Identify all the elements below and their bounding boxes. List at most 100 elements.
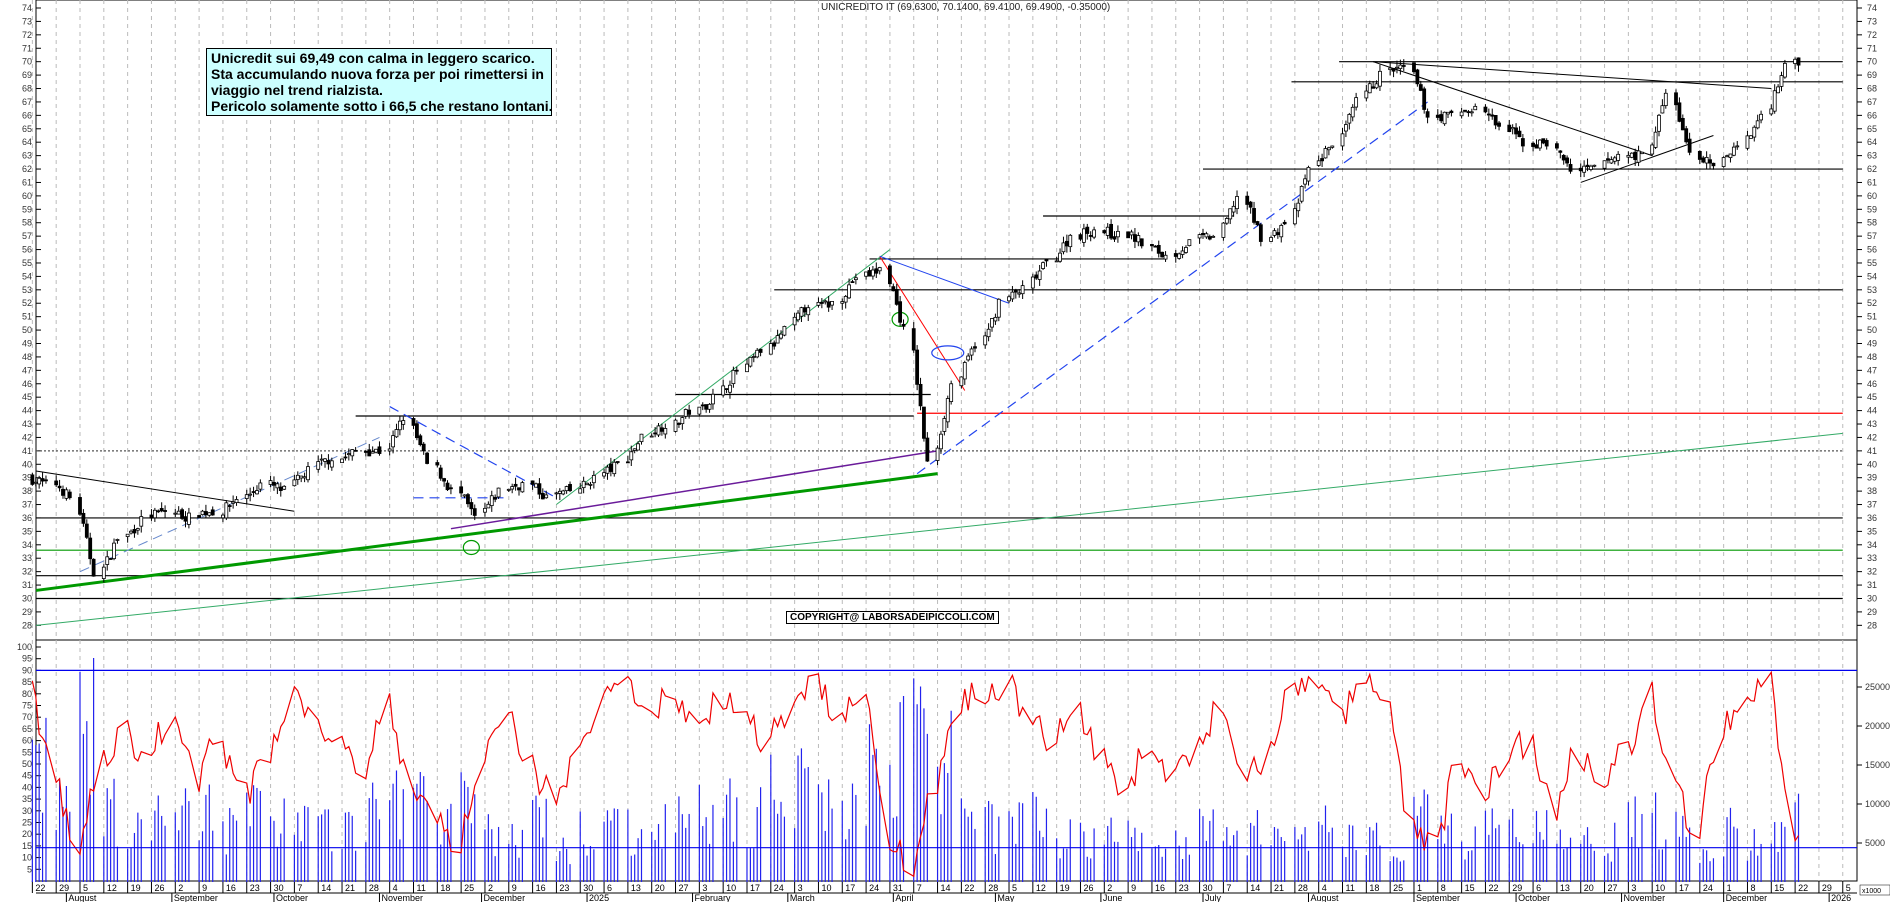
price-tick-label-right: 45	[1867, 392, 1877, 402]
price-tick-label-right: 74	[1867, 3, 1877, 13]
candle-body	[922, 406, 926, 439]
candle-body	[1555, 143, 1559, 149]
candle-body	[282, 485, 287, 490]
candle-body	[1633, 151, 1638, 160]
candle-body	[346, 453, 351, 456]
candle-body	[1708, 159, 1712, 164]
candle-body	[506, 488, 511, 491]
candle-body	[847, 284, 851, 299]
candle-body	[37, 477, 42, 485]
volume-unit-box	[1859, 884, 1890, 896]
candle-body	[132, 529, 137, 534]
x-tick-label: 14	[941, 883, 951, 893]
candle-body	[1721, 157, 1726, 167]
candle-body	[129, 530, 133, 534]
candle-body	[1320, 158, 1324, 162]
candle-body	[44, 479, 48, 482]
candle-body	[493, 497, 498, 500]
candle-body	[1231, 205, 1236, 213]
price-tick-label-right: 42	[1867, 432, 1877, 442]
price-tick-label-left: 66	[22, 110, 32, 120]
candle-body	[1640, 151, 1644, 155]
price-tick-label-left: 46	[22, 379, 32, 389]
candle-body	[1228, 208, 1233, 220]
candle-body	[1323, 148, 1328, 159]
candle-body	[1772, 90, 1777, 112]
candle-body	[1078, 234, 1083, 240]
candle-body	[1769, 108, 1774, 115]
candle-body	[1245, 195, 1250, 205]
candle-body	[894, 289, 899, 305]
candle-body	[255, 490, 259, 495]
x-tick-label: 3	[1631, 883, 1636, 893]
candle-body	[1303, 178, 1307, 185]
candle-body	[959, 376, 964, 387]
candle-body	[568, 484, 572, 492]
osc-tick-label: 80	[22, 689, 32, 699]
candle-body	[585, 482, 589, 486]
x-tick-label: 2	[178, 883, 183, 893]
trendline	[35, 432, 1843, 626]
candle-body	[990, 318, 994, 328]
candle-body	[748, 356, 753, 367]
candle-body	[591, 474, 596, 484]
candle-body	[1292, 208, 1297, 225]
x-tick-label: 24	[1703, 883, 1713, 893]
candle-body	[319, 458, 324, 461]
candle-body	[986, 328, 991, 338]
candle-body	[268, 480, 273, 485]
candle-body	[401, 420, 406, 425]
candle-body	[1139, 238, 1144, 247]
month-label: December	[1726, 893, 1768, 902]
candle-body	[734, 369, 739, 372]
price-tick-label-right: 46	[1867, 379, 1877, 389]
candle-body	[272, 481, 276, 486]
candle-body	[438, 467, 443, 479]
candle-body	[1582, 165, 1587, 173]
x-tick-label: 9	[202, 883, 207, 893]
candle-body	[302, 476, 307, 479]
candle-body	[1446, 111, 1450, 115]
price-tick-label-right: 69	[1867, 70, 1877, 80]
x-tick-label: 30	[274, 883, 284, 893]
candle-body	[125, 533, 130, 538]
trendline	[35, 470, 295, 512]
candle-body	[1330, 145, 1335, 148]
candle-body	[1044, 259, 1049, 262]
osc-tick-label: 15	[22, 841, 32, 851]
candle-body	[1187, 239, 1192, 247]
candle-body	[925, 437, 930, 462]
x-tick-label: 23	[559, 883, 569, 893]
x-tick-label: 5	[1846, 883, 1851, 893]
candle-body	[656, 425, 661, 436]
candle-body	[1173, 253, 1178, 257]
candle-body	[33, 481, 38, 484]
x-tick-label: 29	[1512, 883, 1522, 893]
price-tick-label-left: 32	[22, 567, 32, 577]
candle-body	[1687, 138, 1692, 153]
price-tick-label-left: 56	[22, 245, 32, 255]
candle-body	[1344, 124, 1348, 132]
candle-body	[993, 316, 998, 322]
candle-body	[435, 462, 440, 466]
candle-body	[1728, 153, 1733, 159]
note-line: viaggio nel trend rialzista.	[211, 82, 383, 98]
candle-body	[823, 300, 828, 303]
price-tick-label-right: 36	[1867, 513, 1877, 523]
price-tick-label-right: 34	[1867, 540, 1877, 550]
price-tick-label-right: 29	[1867, 607, 1877, 617]
volume-tick-label: 20000	[1865, 721, 1890, 731]
candle-body	[1626, 154, 1631, 158]
x-tick-label: 3	[798, 883, 803, 893]
x-tick-label: 28	[1298, 883, 1308, 893]
candle-body	[163, 510, 167, 512]
candle-body	[1371, 86, 1376, 89]
price-tick-label-left: 29	[22, 607, 32, 617]
candle-body	[1235, 196, 1239, 210]
candle-body	[1585, 164, 1590, 168]
candle-body	[517, 487, 521, 491]
price-tick-label-right: 57	[1867, 231, 1877, 241]
candle-body	[1010, 291, 1015, 300]
candle-body	[1306, 166, 1311, 182]
candle-body	[1252, 208, 1256, 223]
